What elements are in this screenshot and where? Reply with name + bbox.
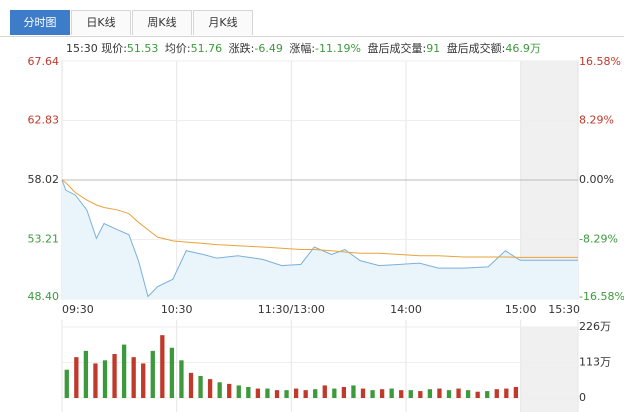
info-label: 盘后成交额:: [446, 42, 506, 55]
x-tick-label: 15:00: [505, 303, 537, 316]
volume-bar: [370, 390, 375, 398]
volume-bar: [207, 379, 213, 398]
y2-tick-label: -16.58%: [579, 290, 624, 303]
volume-bar: [399, 390, 404, 398]
x-tick-label: 11:30/13:00: [258, 303, 325, 316]
info-value: 51.53: [126, 42, 159, 55]
y2-tick-label: -8.29%: [579, 233, 618, 246]
volume-bar: [322, 385, 327, 398]
info-value: 91: [426, 42, 441, 55]
y-tick-label: 48.40: [28, 290, 60, 303]
tab[interactable]: 分时图: [10, 10, 70, 35]
volume-bar: [198, 376, 203, 398]
y-tick-label: 113万: [579, 356, 611, 369]
y-tick-label: 53.21: [28, 233, 60, 246]
y-tick-label: 62.83: [28, 114, 60, 127]
volume-bar: [74, 357, 79, 398]
volume-bar: [504, 388, 509, 398]
volume-bar: [284, 390, 289, 398]
volume-bar: [437, 388, 442, 398]
volume-bar: [351, 385, 356, 398]
volume-bar: [485, 391, 490, 398]
volume-bar: [274, 390, 280, 398]
info-label: 盘后成交量:: [367, 42, 427, 55]
info-value: 51.76: [190, 42, 223, 55]
volume-bar: [456, 388, 461, 398]
volume-bar: [83, 350, 89, 398]
volume-bar: [446, 390, 452, 398]
x-tick-label: 09:30: [62, 303, 94, 316]
volume-bar: [379, 389, 385, 398]
volume-bar: [408, 390, 413, 398]
volume-bar: [475, 391, 480, 398]
volume-bar: [121, 344, 127, 398]
x-tick-label: 10:30: [161, 303, 193, 316]
volume-bar: [169, 347, 175, 398]
y-tick-label: 67.64: [28, 55, 60, 68]
volume-bar: [131, 357, 136, 398]
volume-bar: [64, 369, 69, 398]
y2-tick-label: 8.29%: [579, 114, 614, 127]
volume-bar: [93, 363, 98, 398]
info-value: 46.9万: [505, 42, 541, 55]
info-value: -6.49: [254, 42, 283, 55]
volume-bar: [227, 383, 232, 398]
info-label: 涨跌:: [228, 42, 255, 55]
volume-bar: [389, 388, 394, 398]
after-hours-shade: [520, 327, 578, 412]
y-tick-label: 226万: [579, 320, 611, 333]
volume-bar: [265, 388, 270, 398]
y-tick-label: 0: [579, 391, 586, 404]
volume-bar: [255, 388, 261, 398]
volume-bar: [293, 388, 299, 398]
info-label: 均价:: [164, 42, 191, 55]
tab[interactable]: 月K线: [193, 10, 253, 35]
volume-bar: [427, 389, 433, 398]
average-line: [61, 179, 578, 258]
x-tick-label: 14:00: [390, 303, 422, 316]
price-line: [61, 179, 578, 298]
tab[interactable]: 日K线: [71, 10, 131, 35]
price-area: [62, 180, 578, 299]
volume-bar: [102, 360, 108, 398]
volume-bar: [513, 387, 519, 398]
volume-bar: [360, 388, 366, 398]
volume-bar: [465, 390, 471, 398]
y-tick-label: 58.02: [28, 173, 60, 186]
info-time: 15:30: [66, 42, 98, 55]
volume-bar: [236, 385, 241, 398]
y2-tick-label: 16.58%: [579, 55, 621, 68]
volume-bar: [150, 350, 155, 398]
info-label: 现价:: [101, 42, 127, 55]
volume-bar: [217, 382, 222, 398]
info-value: -11.19%: [315, 42, 361, 55]
tab[interactable]: 周K线: [132, 10, 192, 35]
volume-bar: [341, 387, 347, 398]
volume-bar: [418, 391, 423, 398]
quote-info: 15:30 现价:51.53 均价:51.76 涨跌:-6.49 涨幅:-11.…: [66, 40, 544, 56]
volume-bar: [332, 388, 337, 398]
volume-bar: [494, 389, 499, 398]
volume-bar: [141, 363, 146, 398]
volume-bar: [160, 335, 165, 398]
volume-bar: [112, 354, 117, 398]
x-tick-label: 15:30: [548, 303, 580, 316]
tab-bar: 分时图 日K线 周K线 月K线: [10, 10, 254, 36]
volume-bar: [188, 372, 194, 398]
volume-bar: [179, 360, 184, 398]
volume-bar: [246, 387, 251, 398]
tab-divider: [0, 36, 624, 37]
info-label: 涨幅:: [289, 42, 316, 55]
volume-bar: [303, 390, 308, 398]
volume-bar: [313, 389, 318, 398]
y2-tick-label: 0.00%: [579, 173, 614, 186]
